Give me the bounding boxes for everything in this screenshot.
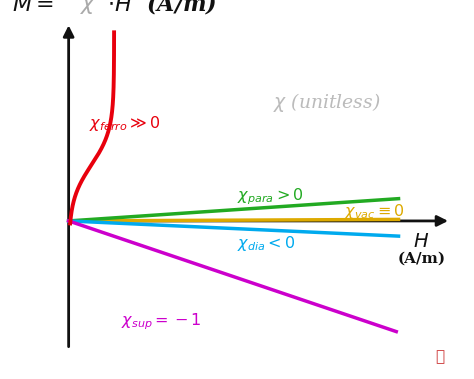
Text: (A/m): (A/m) <box>397 252 446 266</box>
Text: $\chi_{dia} < 0$: $\chi_{dia} < 0$ <box>237 235 295 254</box>
Text: ⓒ: ⓒ <box>435 349 444 364</box>
Text: $\chi$: $\chi$ <box>80 0 97 16</box>
Text: $\chi_{ferro} \gg 0$: $\chi_{ferro} \gg 0$ <box>89 114 161 133</box>
Text: $\chi_{sup} = -1$: $\chi_{sup} = -1$ <box>121 311 201 332</box>
Text: $\chi_{vac} \equiv 0$: $\chi_{vac} \equiv 0$ <box>344 202 405 221</box>
Text: $M = $: $M = $ <box>12 0 54 16</box>
Text: $\chi_{para} > 0$: $\chi_{para} > 0$ <box>237 186 304 207</box>
Text: $H$: $H$ <box>413 233 429 251</box>
Text: $\cdot H$  (A/m): $\cdot H$ (A/m) <box>107 0 217 16</box>
Text: $\chi$ (unitless): $\chi$ (unitless) <box>273 91 381 114</box>
